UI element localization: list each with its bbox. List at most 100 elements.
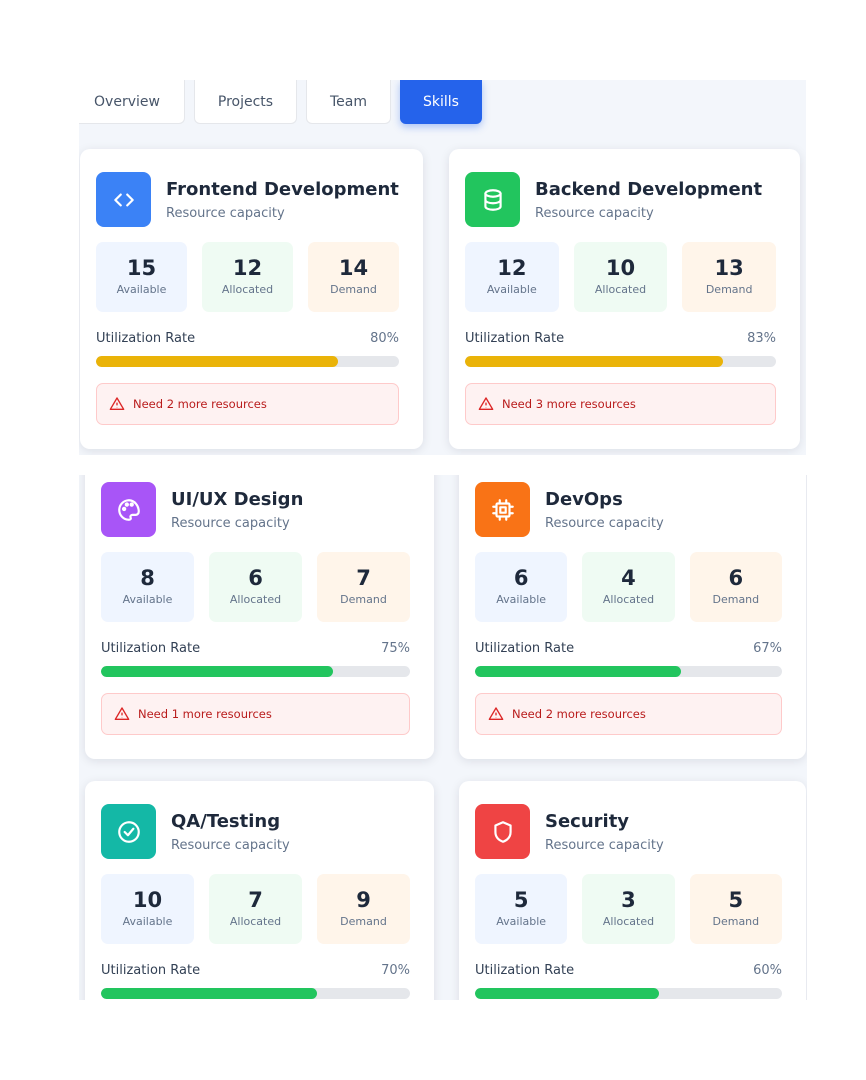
stat-label: Allocated	[221, 283, 274, 296]
stat-label: Available	[116, 283, 167, 296]
stat-label: Allocated	[229, 593, 282, 606]
stat-box: 7 Allocated	[209, 874, 302, 944]
card-title: UI/UX Design	[171, 489, 304, 510]
card-title: Backend Development	[535, 179, 763, 200]
icon-glyph	[493, 820, 512, 843]
stat-value: 4	[621, 566, 636, 590]
skill-card: Security Resource capacity 5 Available 3 Allo…	[459, 781, 806, 1000]
tab[interactable]: Team	[306, 80, 391, 124]
card-icon	[465, 172, 520, 227]
stat-box: 13 Demand	[682, 242, 776, 312]
stat-box: 7 Demand	[317, 552, 410, 622]
alert: Need 3 more resources	[465, 383, 776, 425]
progress-track	[96, 356, 399, 367]
icon-glyph	[113, 193, 134, 206]
utilization-label: Utilization Rate	[101, 641, 201, 656]
stat-label: Available	[496, 915, 547, 928]
utilization-label: Utilization Rate	[465, 331, 565, 346]
stat-label: Demand	[705, 283, 753, 296]
utilization-label: Utilization Rate	[101, 963, 201, 978]
tab[interactable]: Skills	[400, 80, 482, 124]
stat-value: 10	[132, 888, 163, 912]
stat-value: 10	[605, 256, 636, 280]
alert-text: Need 1 more resources	[138, 707, 272, 721]
card-title: DevOps	[545, 489, 623, 510]
stat-box: 10 Available	[101, 874, 194, 944]
stat-label: Allocated	[229, 915, 282, 928]
alert-icon	[478, 397, 494, 410]
progress-fill	[96, 356, 339, 367]
progress-fill	[101, 988, 318, 999]
alert: Need 2 more resources	[475, 693, 782, 735]
icon-glyph	[491, 498, 514, 521]
utilization-label: Utilization Rate	[475, 641, 575, 656]
progress-fill	[101, 666, 333, 677]
utilization-percent: 75%	[381, 641, 410, 656]
stat-box: 5 Available	[475, 874, 568, 944]
stat-label: Demand	[330, 283, 377, 296]
stat-value: 3	[621, 888, 636, 912]
card-title: QA/Testing	[171, 811, 281, 832]
alert-icon	[488, 707, 504, 720]
stat-box: 8 Available	[101, 552, 194, 622]
icon-glyph	[117, 498, 140, 521]
stat-value: 5	[728, 888, 744, 912]
stat-box: 6 Allocated	[209, 552, 302, 622]
progress-fill	[475, 666, 681, 677]
stat-value: 13	[714, 256, 744, 280]
progress-fill	[475, 988, 660, 999]
utilization-percent: 67%	[753, 641, 782, 656]
utilization-percent: 70%	[381, 963, 410, 978]
card-icon	[101, 804, 156, 859]
stat-label: Allocated	[602, 593, 655, 606]
skill-card: DevOps Resource capacity 6 Available 4 Alloca…	[459, 475, 806, 759]
stat-value: 14	[338, 256, 369, 280]
tab[interactable]: Projects	[194, 80, 297, 124]
stat-value: 7	[356, 566, 371, 590]
stat-label: Demand	[712, 915, 760, 928]
card-subtitle: Resource capacity	[545, 516, 664, 531]
stat-value: 15	[126, 256, 157, 280]
progress-track	[101, 666, 410, 677]
stat-value: 6	[513, 566, 529, 590]
progress-track	[475, 988, 782, 999]
stat-label: Available	[496, 593, 547, 606]
alert-icon	[109, 397, 125, 410]
stat-label: Allocated	[594, 283, 647, 296]
stat-box: 6 Demand	[689, 552, 782, 622]
stat-box: 5 Demand	[689, 874, 782, 944]
alert: Need 1 more resources	[101, 693, 410, 735]
stat-label: Demand	[340, 593, 387, 606]
card-subtitle: Resource capacity	[171, 516, 290, 531]
tab[interactable]: Overview	[79, 80, 185, 124]
stat-label: Available	[122, 915, 173, 928]
stat-box: 15 Available	[96, 242, 187, 312]
utilization-label: Utilization Rate	[475, 963, 575, 978]
stat-value: 7	[248, 888, 263, 912]
card-subtitle: Resource capacity	[171, 838, 290, 853]
card-title: Security	[545, 811, 630, 832]
alert-icon	[114, 707, 130, 720]
icon-glyph	[117, 820, 140, 843]
icon-glyph	[483, 188, 502, 211]
skill-card: QA/Testing Resource capacity 10 Available 7 A…	[85, 781, 434, 1000]
alert: Need 2 more resources	[96, 383, 399, 425]
bottom-section: UI/UX Design Resource capacity 8 Available 6…	[79, 475, 807, 1000]
stat-box: 6 Available	[475, 552, 568, 622]
utilization-percent: 80%	[370, 331, 399, 346]
card-icon	[101, 482, 156, 537]
card-subtitle: Resource capacity	[535, 206, 654, 221]
stat-box: 14 Demand	[308, 242, 399, 312]
stat-label: Demand	[340, 915, 387, 928]
stat-box: 3 Allocated	[582, 874, 675, 944]
progress-track	[101, 988, 410, 999]
stat-value: 5	[513, 888, 529, 912]
skill-card: Frontend Development Resource capacity 15 A…	[80, 149, 423, 449]
card-title: Frontend Development	[166, 179, 399, 200]
card-subtitle: Resource capacity	[545, 838, 664, 853]
stat-label: Demand	[712, 593, 760, 606]
alert-text: Need 2 more resources	[133, 397, 267, 411]
skill-card: Backend Development Resource capacity 12 Av…	[449, 149, 800, 449]
stat-value: 8	[140, 566, 155, 590]
